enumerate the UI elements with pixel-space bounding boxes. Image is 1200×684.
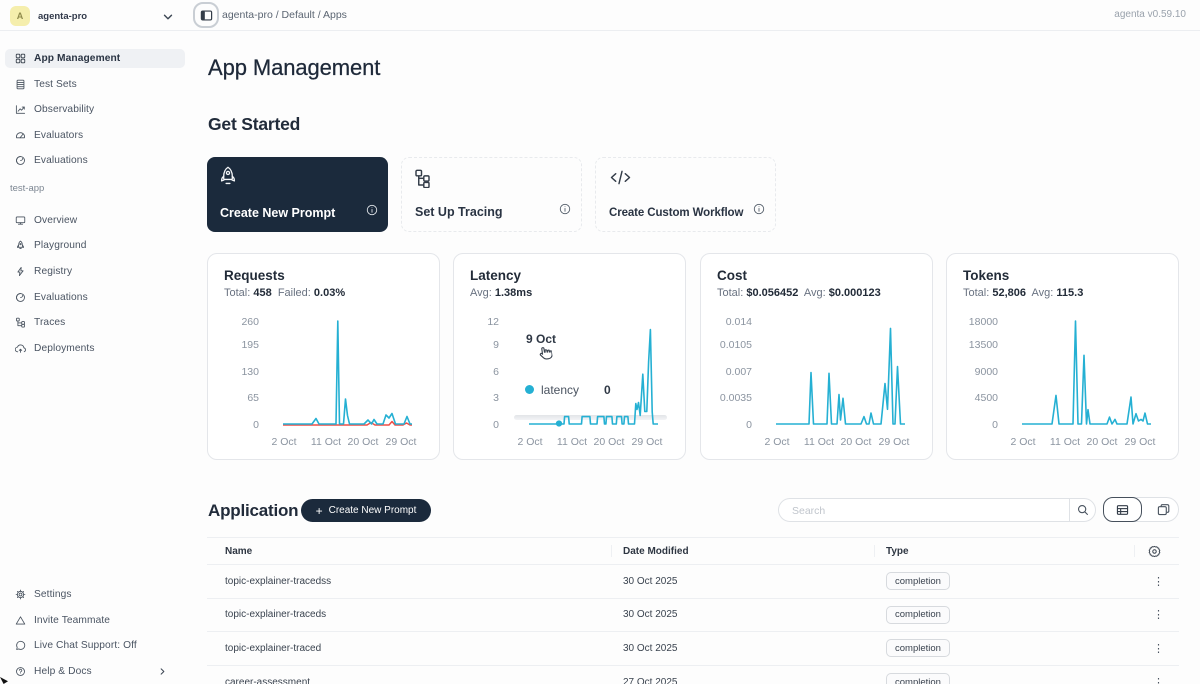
svg-text:20 Oct: 20 Oct <box>1087 436 1118 448</box>
svg-text:29 Oct: 29 Oct <box>1125 436 1156 448</box>
svg-text:0.0035: 0.0035 <box>720 392 752 404</box>
svg-text:20 Oct: 20 Oct <box>348 436 379 448</box>
svg-text:0.007: 0.007 <box>726 366 752 378</box>
svg-text:20 Oct: 20 Oct <box>841 436 872 448</box>
svg-text:18000: 18000 <box>969 316 998 328</box>
svg-text:9: 9 <box>493 339 499 351</box>
svg-text:0: 0 <box>253 419 259 431</box>
svg-text:2 Oct: 2 Oct <box>517 436 542 448</box>
svg-text:65: 65 <box>247 392 259 404</box>
svg-text:4500: 4500 <box>975 392 999 404</box>
svg-text:2 Oct: 2 Oct <box>271 436 296 448</box>
svg-text:29 Oct: 29 Oct <box>632 436 663 448</box>
svg-text:11 Oct: 11 Oct <box>557 436 587 448</box>
svg-text:2 Oct: 2 Oct <box>1010 436 1035 448</box>
svg-text:0.0105: 0.0105 <box>720 339 752 351</box>
svg-text:0: 0 <box>493 419 499 431</box>
svg-text:0: 0 <box>992 419 998 431</box>
svg-text:29 Oct: 29 Oct <box>879 436 910 448</box>
svg-text:0: 0 <box>746 419 752 431</box>
svg-text:20 Oct: 20 Oct <box>594 436 625 448</box>
svg-text:29 Oct: 29 Oct <box>386 436 417 448</box>
svg-text:130: 130 <box>241 366 259 378</box>
svg-text:13500: 13500 <box>969 339 998 351</box>
svg-text:9000: 9000 <box>975 366 999 378</box>
svg-text:260: 260 <box>241 316 259 328</box>
svg-text:11 Oct: 11 Oct <box>1050 436 1080 448</box>
svg-text:0.014: 0.014 <box>726 316 752 328</box>
svg-text:3: 3 <box>493 392 499 404</box>
svg-text:11 Oct: 11 Oct <box>311 436 341 448</box>
svg-text:11 Oct: 11 Oct <box>804 436 834 448</box>
svg-text:2 Oct: 2 Oct <box>764 436 789 448</box>
svg-text:6: 6 <box>493 366 499 378</box>
svg-text:12: 12 <box>487 316 499 328</box>
svg-text:195: 195 <box>241 339 259 351</box>
